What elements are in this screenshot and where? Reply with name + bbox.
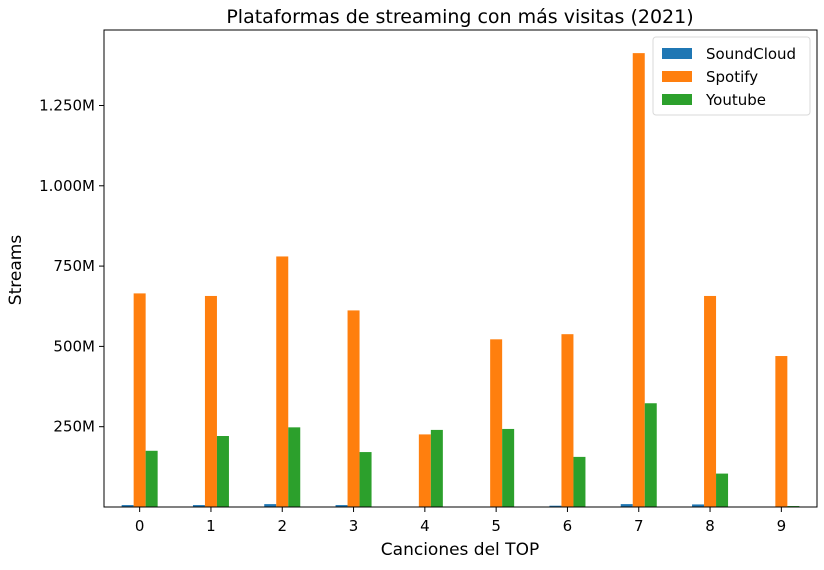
bar-youtube-4: [431, 430, 443, 507]
x-tick-label: 6: [563, 517, 573, 535]
legend-label-spotify: Spotify: [706, 68, 758, 86]
legend-label-youtube: Youtube: [705, 91, 766, 109]
x-axis-label: Canciones del TOP: [381, 540, 539, 560]
bar-spotify-6: [561, 334, 573, 507]
bar-spotify-7: [633, 53, 645, 507]
bar-youtube-0: [146, 451, 158, 507]
legend-swatch-soundcloud: [662, 48, 692, 59]
chart-title: Plataformas de streaming con más visitas…: [226, 6, 693, 28]
bar-spotify-0: [134, 293, 146, 507]
bar-spotify-1: [205, 296, 217, 507]
y-axis: 250M 500M 750M 1.000M 1.250M: [39, 96, 104, 435]
series-youtube: [146, 403, 800, 507]
bar-youtube-6: [573, 457, 585, 507]
bar-youtube-2: [288, 427, 300, 507]
bar-spotify-9: [775, 356, 787, 507]
plot-area: [122, 53, 800, 507]
y-tick-label: 750M: [53, 257, 95, 275]
x-tick-label: 2: [277, 517, 287, 535]
bar-youtube-8: [716, 474, 728, 507]
bar-spotify-8: [704, 296, 716, 507]
bar-spotify-3: [348, 310, 360, 507]
bar-spotify-5: [490, 339, 502, 507]
bar-spotify-4: [419, 434, 431, 507]
x-axis: 0 1 2 3 4 5 6 7 8 9: [135, 507, 786, 535]
y-tick-label: 1.250M: [39, 96, 95, 114]
legend-label-soundcloud: SoundCloud: [706, 45, 796, 63]
bar-youtube-7: [645, 403, 657, 507]
y-axis-label: Streams: [6, 235, 26, 306]
x-tick-label: 3: [349, 517, 359, 535]
bar-youtube-3: [360, 452, 372, 507]
bar-youtube-5: [502, 429, 514, 507]
bar-youtube-1: [217, 436, 229, 507]
bar-spotify-2: [276, 256, 288, 507]
x-tick-label: 5: [491, 517, 501, 535]
legend-swatch-spotify: [662, 71, 692, 82]
y-tick-label: 250M: [53, 418, 95, 436]
x-tick-label: 7: [634, 517, 644, 535]
x-tick-label: 8: [705, 517, 715, 535]
x-tick-label: 0: [135, 517, 145, 535]
x-tick-label: 1: [206, 517, 216, 535]
x-tick-label: 9: [777, 517, 787, 535]
series-spotify: [134, 53, 788, 507]
legend: SoundCloud Spotify Youtube: [653, 37, 810, 115]
y-tick-label: 500M: [53, 337, 95, 355]
legend-swatch-youtube: [662, 94, 692, 105]
x-tick-label: 4: [420, 517, 430, 535]
y-tick-label: 1.000M: [39, 177, 95, 195]
